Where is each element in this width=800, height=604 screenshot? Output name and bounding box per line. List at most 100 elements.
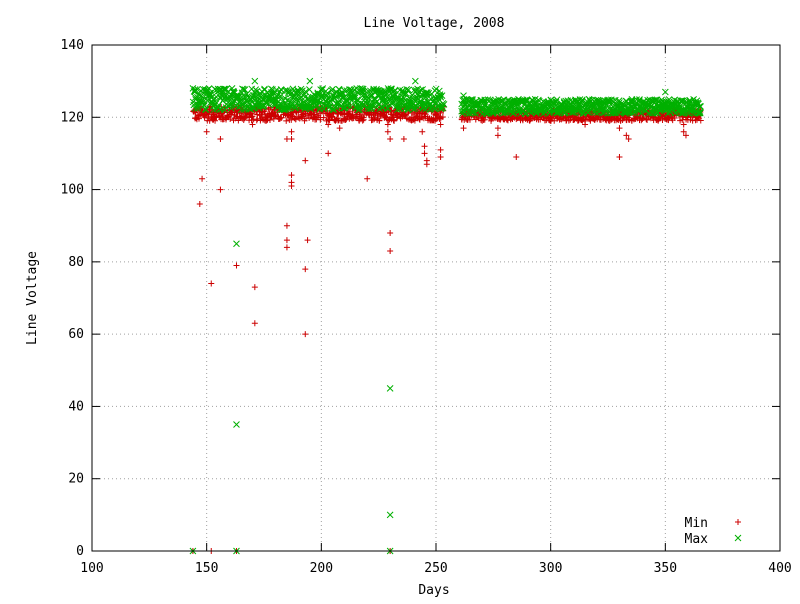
x-axis-label: Days xyxy=(418,583,449,598)
data-point-max xyxy=(694,99,702,107)
data-point-min xyxy=(384,121,391,128)
data-point-min xyxy=(623,132,630,139)
data-point-max xyxy=(317,86,324,93)
data-point-max xyxy=(686,96,694,104)
data-point-min xyxy=(304,237,311,244)
legend-label-max: Max xyxy=(685,532,709,547)
data-point-max xyxy=(386,511,394,519)
data-point-max xyxy=(354,97,362,104)
data-point-max xyxy=(438,105,445,112)
data-point-max xyxy=(510,106,517,114)
y-tick-label: 100 xyxy=(61,183,84,198)
data-point-min xyxy=(302,331,309,338)
data-point-min xyxy=(233,262,240,269)
y-tick-label: 20 xyxy=(68,472,84,487)
data-point-min xyxy=(697,117,704,124)
data-point-min xyxy=(326,117,333,124)
data-point-max xyxy=(200,102,208,109)
data-point-max xyxy=(693,97,701,105)
data-point-max xyxy=(387,85,395,93)
data-point-max xyxy=(326,99,333,107)
data-point-min xyxy=(371,116,378,123)
data-point-min xyxy=(249,121,256,128)
data-point-max xyxy=(306,77,314,85)
x-tick-label: 150 xyxy=(195,561,218,576)
data-point-max xyxy=(296,94,303,102)
legend-symbol-max xyxy=(734,534,742,542)
data-point-max xyxy=(651,96,658,104)
data-point-min xyxy=(342,116,349,123)
data-point-max xyxy=(637,110,645,117)
data-point-max xyxy=(340,87,348,94)
legend-marker-min xyxy=(735,519,741,525)
data-point-min xyxy=(266,116,273,123)
data-point-max xyxy=(356,106,363,113)
chart-title: Line Voltage, 2008 xyxy=(364,16,505,31)
data-point-min xyxy=(306,114,313,121)
data-point-min xyxy=(504,117,511,124)
data-point-min xyxy=(196,201,203,208)
data-point-min xyxy=(671,114,678,121)
data-point-min xyxy=(682,132,689,139)
data-point-min xyxy=(251,320,258,327)
data-point-min xyxy=(288,172,295,179)
data-point-max xyxy=(189,85,197,92)
data-point-min xyxy=(217,135,224,142)
data-point-min xyxy=(278,114,285,121)
data-point-max xyxy=(340,104,348,112)
data-point-max xyxy=(509,109,517,117)
data-point-max xyxy=(329,85,336,93)
data-point-max xyxy=(255,104,263,112)
data-point-max xyxy=(324,89,331,97)
data-point-min xyxy=(387,135,394,142)
data-point-max xyxy=(317,98,325,106)
data-point-min xyxy=(387,248,394,255)
data-point-max xyxy=(696,109,704,117)
data-point-min xyxy=(436,115,443,122)
data-point-min xyxy=(359,117,366,124)
data-point-min xyxy=(317,116,324,123)
legend-marker-max xyxy=(734,534,742,542)
data-point-max xyxy=(662,98,670,105)
data-point-max xyxy=(550,101,558,109)
data-point-max xyxy=(250,92,258,100)
data-point-max xyxy=(251,77,259,85)
data-point-min xyxy=(199,175,206,182)
data-point-min xyxy=(390,116,397,123)
y-tick-label: 120 xyxy=(61,110,84,125)
data-point-min xyxy=(616,125,623,132)
data-point-min xyxy=(582,121,589,128)
data-point-max xyxy=(240,106,248,113)
data-point-max xyxy=(233,240,240,248)
data-point-min xyxy=(288,182,295,189)
data-point-min xyxy=(217,186,224,193)
y-tick-label: 40 xyxy=(68,399,84,414)
data-point-max xyxy=(665,96,673,103)
data-point-min xyxy=(376,117,383,124)
data-point-max xyxy=(405,86,412,94)
legend-label-min: Min xyxy=(685,516,708,531)
data-point-min xyxy=(328,114,335,121)
data-point-min xyxy=(625,135,632,142)
data-point-max xyxy=(220,85,228,93)
data-point-max xyxy=(227,104,235,112)
data-point-min xyxy=(437,121,444,128)
data-point-max xyxy=(628,97,636,105)
data-point-max xyxy=(394,93,401,101)
data-point-min xyxy=(500,115,507,122)
x-tick-label: 350 xyxy=(654,561,677,576)
data-point-min xyxy=(494,132,501,139)
data-point-max xyxy=(463,109,471,117)
legend: Min Max xyxy=(685,516,742,547)
data-point-min xyxy=(283,237,290,244)
tick-layer: 0 20 40 60 80 100 120 140 100 150 200 250 300 350 400 xyxy=(61,38,792,576)
y-tick-label: 140 xyxy=(61,38,84,53)
data-point-min xyxy=(212,117,219,124)
x-tick-label: 200 xyxy=(310,561,333,576)
data-point-max xyxy=(403,86,411,93)
x-tick-label: 300 xyxy=(539,561,562,576)
data-point-min xyxy=(655,116,662,123)
data-point-min xyxy=(203,128,210,135)
data-point-min xyxy=(346,108,353,115)
